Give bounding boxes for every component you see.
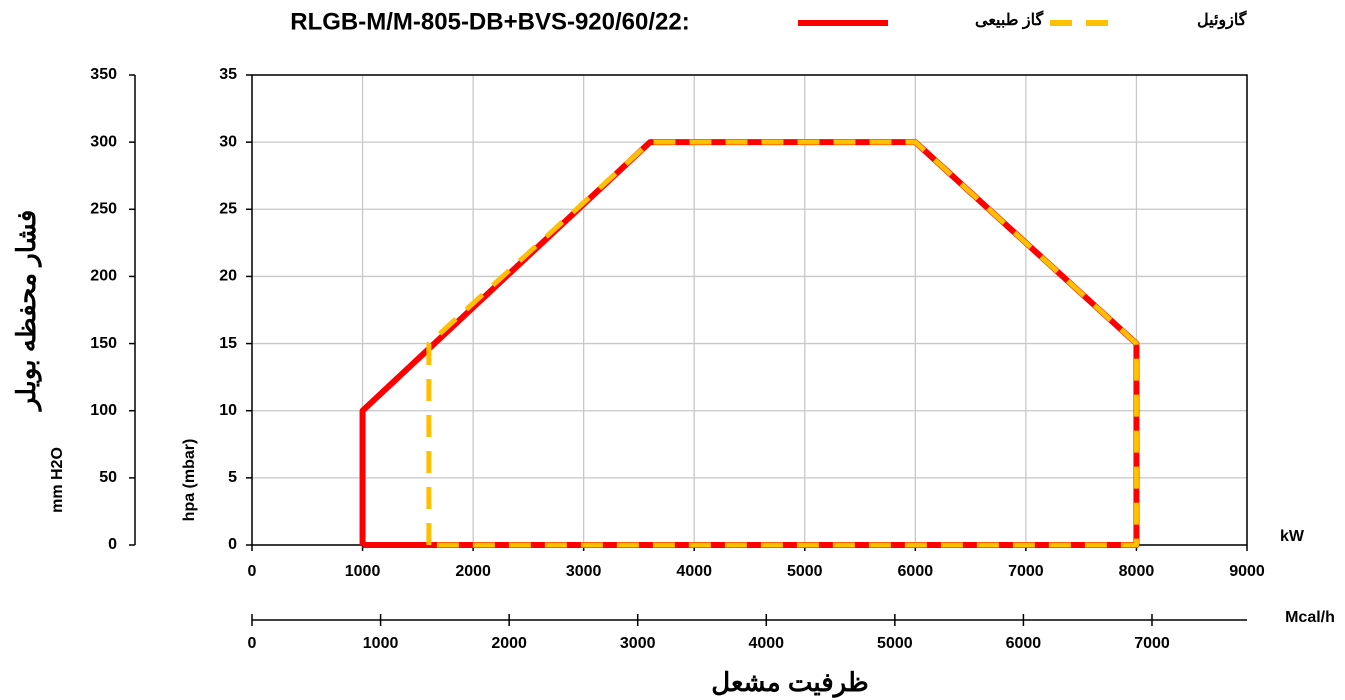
y-tick-label: 0 — [228, 536, 237, 553]
y2-tick-label: 250 — [90, 201, 117, 218]
x-tick-label: 6000 — [898, 563, 934, 580]
y2-tick-label: 350 — [90, 66, 117, 83]
x2-tick-label: 1000 — [363, 635, 399, 652]
x-tick-label: 4000 — [676, 563, 712, 580]
series-line — [426, 139, 1139, 548]
x-tick-label: 3000 — [566, 563, 602, 580]
x2-label: Mcal/h — [1285, 609, 1335, 626]
y-tick-label: 15 — [219, 335, 237, 352]
x-tick-label: 5000 — [787, 563, 823, 580]
x2-tick-label: 3000 — [620, 635, 656, 652]
y2-tick-label: 100 — [90, 402, 117, 419]
y2-tick-label: 150 — [90, 335, 117, 352]
y2-tick-label: 0 — [108, 536, 117, 553]
y2-tick-label: 50 — [99, 469, 117, 486]
chart-title: RLGB-M/M-805-DB+BVS-920/60/22: — [290, 8, 689, 35]
y-tick-label: 5 — [228, 469, 237, 486]
y2-tick-label: 200 — [90, 268, 117, 285]
y-title: فشار محفظه بویلر — [11, 210, 42, 413]
y-tick-label: 30 — [219, 133, 237, 150]
y-tick-label: 25 — [219, 201, 237, 218]
y-tick-label: 10 — [219, 402, 237, 419]
x-tick-label: 0 — [248, 563, 257, 580]
legend-label: گازوئیل — [1197, 10, 1247, 30]
x-tick-label: 9000 — [1229, 563, 1265, 580]
y-tick-label: 35 — [219, 66, 237, 83]
legend-label: گاز طبیعی — [975, 10, 1043, 30]
y-label: hpa (mbar) — [181, 439, 198, 522]
x-tick-label: 1000 — [345, 563, 381, 580]
x2-tick-label: 2000 — [491, 635, 527, 652]
y-tick-label: 20 — [219, 268, 237, 285]
x-tick-label: 7000 — [1008, 563, 1044, 580]
x-tick-label: 2000 — [455, 563, 491, 580]
x-label: kW — [1280, 528, 1305, 545]
x-tick-label: 8000 — [1119, 563, 1155, 580]
x2-tick-label: 0 — [248, 635, 257, 652]
y2-tick-label: 300 — [90, 133, 117, 150]
x-title: ظرفیت مشعل — [711, 667, 868, 698]
x2-tick-label: 7000 — [1134, 635, 1170, 652]
x2-tick-label: 4000 — [748, 635, 784, 652]
y2-label: mm H2O — [49, 447, 66, 513]
x2-tick-label: 5000 — [877, 635, 913, 652]
x2-tick-label: 6000 — [1006, 635, 1042, 652]
